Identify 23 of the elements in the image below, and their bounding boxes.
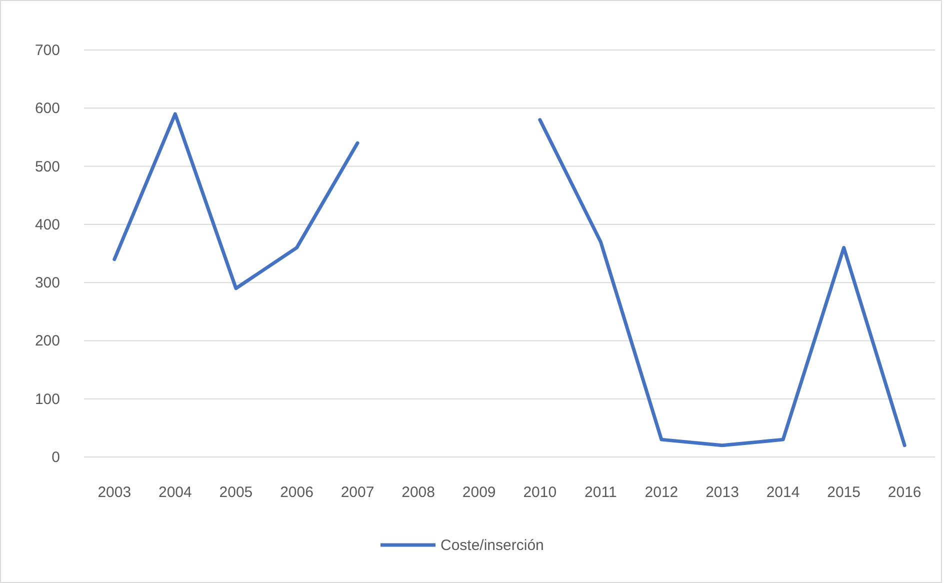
x-tick-label: 2007 xyxy=(340,484,374,501)
x-tick-label: 2008 xyxy=(402,484,436,501)
y-tick-label: 700 xyxy=(34,42,60,59)
x-tick-label: 2014 xyxy=(766,484,800,501)
y-tick-label: 0 xyxy=(52,449,60,466)
x-tick-label: 2009 xyxy=(462,484,496,501)
y-tick-label: 300 xyxy=(34,274,60,292)
x-tick-label: 2016 xyxy=(888,484,922,501)
x-tick-label: 2012 xyxy=(644,484,678,501)
y-tick-label: 200 xyxy=(34,332,60,350)
x-tick-label: 2004 xyxy=(158,484,192,501)
x-tick-label: 2010 xyxy=(523,484,557,501)
x-tick-label: 2003 xyxy=(98,484,132,501)
y-tick-label: 400 xyxy=(34,216,60,234)
x-tick-label: 2006 xyxy=(280,484,314,501)
y-tick-label: 500 xyxy=(34,158,60,176)
x-tick-label: 2015 xyxy=(827,484,861,501)
legend-label: Coste/inserción xyxy=(440,537,544,554)
x-tick-label: 2013 xyxy=(706,484,739,501)
y-tick-label: 600 xyxy=(34,100,60,118)
x-tick-label: 2005 xyxy=(219,484,253,501)
y-tick-label: 100 xyxy=(34,390,60,408)
x-tick-label: 2011 xyxy=(584,484,617,501)
